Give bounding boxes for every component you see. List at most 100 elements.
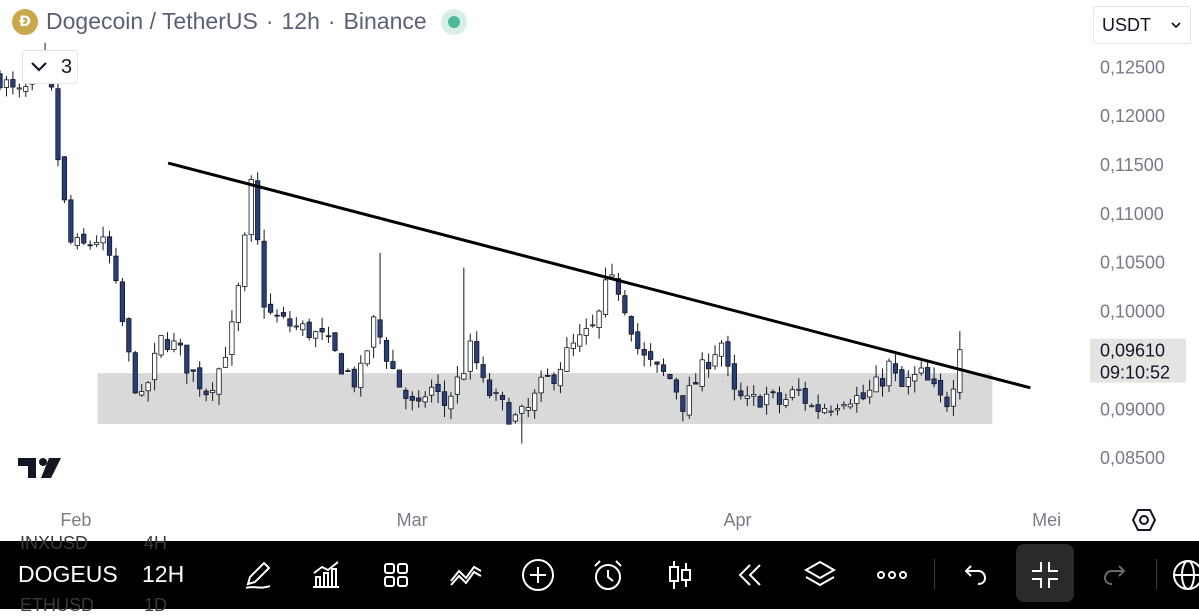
candle[interactable] — [635, 331, 641, 349]
candle[interactable] — [332, 332, 338, 351]
candle[interactable] — [718, 342, 725, 357]
candle[interactable] — [564, 347, 570, 372]
candlestick-type-icon[interactable] — [662, 557, 698, 593]
currency-selector[interactable]: USDT — [1093, 6, 1191, 44]
candle[interactable] — [158, 335, 164, 356]
candle[interactable] — [106, 236, 113, 256]
candle[interactable] — [364, 350, 370, 365]
candle[interactable] — [892, 363, 899, 374]
candle[interactable] — [139, 391, 145, 396]
collapse-fullscreen-icon[interactable] — [1027, 557, 1063, 593]
candle[interactable] — [184, 344, 190, 374]
candle[interactable] — [802, 388, 808, 404]
candle[interactable] — [132, 352, 138, 394]
candle[interactable] — [145, 382, 151, 392]
candle[interactable] — [209, 390, 216, 394]
candle[interactable] — [776, 392, 783, 405]
indicator-toggle[interactable]: 3 — [22, 50, 78, 84]
candle[interactable] — [796, 388, 802, 391]
candle[interactable] — [828, 410, 834, 413]
candle[interactable] — [261, 240, 267, 308]
candle[interactable] — [325, 335, 332, 338]
candle[interactable] — [583, 328, 589, 336]
candle[interactable] — [441, 391, 448, 406]
candle[interactable] — [905, 377, 911, 387]
candle[interactable] — [100, 236, 106, 244]
candle[interactable] — [403, 389, 409, 399]
candle[interactable] — [216, 368, 222, 395]
last-price-label[interactable] — [1090, 338, 1186, 383]
candle[interactable] — [300, 323, 306, 331]
candle[interactable] — [319, 327, 325, 333]
time-axis[interactable]: Feb Mar Apr Mei — [60, 510, 1061, 530]
candle[interactable] — [931, 378, 937, 385]
candle[interactable] — [81, 233, 87, 244]
candle[interactable] — [416, 397, 422, 402]
candle[interactable] — [686, 385, 692, 416]
candle[interactable] — [293, 325, 299, 328]
candle[interactable] — [177, 342, 183, 346]
candle[interactable] — [126, 318, 132, 353]
candle[interactable] — [197, 367, 203, 390]
candle[interactable] — [480, 364, 486, 378]
candle[interactable] — [474, 341, 480, 364]
candle[interactable] — [615, 278, 622, 295]
candle[interactable] — [654, 361, 660, 365]
candle[interactable] — [409, 396, 415, 401]
candle[interactable] — [854, 395, 860, 404]
price-chart[interactable]: 0,12500 0,12000 0,11500 0,11000 0,10500 0,100… — [0, 0, 1199, 541]
candle[interactable] — [23, 86, 29, 92]
candle[interactable] — [712, 354, 718, 367]
candle[interactable] — [789, 389, 795, 398]
candle[interactable] — [519, 406, 525, 414]
interval-label[interactable]: 12h — [281, 8, 320, 34]
candle[interactable] — [377, 319, 383, 338]
add-icon[interactable] — [520, 557, 556, 593]
candle[interactable] — [660, 364, 667, 372]
grid-layout-icon[interactable] — [378, 557, 414, 593]
candle[interactable] — [229, 321, 235, 355]
candle[interactable] — [944, 396, 950, 408]
price-axis[interactable]: 0,12500 0,12000 0,11500 0,11000 0,10500 0,100… — [1090, 57, 1186, 468]
candle[interactable] — [461, 373, 467, 380]
candle[interactable] — [602, 279, 609, 315]
candle[interactable] — [493, 392, 499, 394]
candle[interactable] — [338, 353, 345, 375]
candle[interactable] — [203, 390, 209, 396]
trendline[interactable] — [167, 161, 1031, 390]
candle[interactable] — [486, 379, 493, 396]
candle[interactable] — [912, 374, 918, 382]
candle[interactable] — [544, 374, 551, 377]
candle[interactable] — [525, 407, 531, 411]
candle[interactable] — [235, 285, 241, 323]
candle[interactable] — [152, 352, 158, 381]
candle[interactable] — [171, 340, 177, 350]
candle[interactable] — [867, 389, 873, 398]
candle[interactable] — [274, 314, 280, 317]
candle[interactable] — [164, 339, 171, 350]
candle[interactable] — [119, 281, 125, 322]
replay-rewind-icon[interactable] — [732, 557, 768, 593]
symbol-title[interactable]: Dogecoin / TetherUS — [46, 8, 258, 34]
candle[interactable] — [280, 312, 287, 317]
candle[interactable] — [699, 359, 705, 387]
candle[interactable] — [506, 402, 512, 425]
candle[interactable] — [731, 363, 737, 390]
candle[interactable] — [3, 79, 10, 88]
world-icon[interactable] — [1170, 557, 1199, 593]
gear-icon[interactable] — [1131, 507, 1157, 533]
candle[interactable] — [255, 180, 261, 241]
undo-icon[interactable] — [956, 557, 992, 593]
candle[interactable] — [641, 349, 647, 356]
indicators-icon[interactable] — [308, 557, 344, 593]
candle[interactable] — [429, 386, 435, 396]
candle[interactable] — [454, 376, 460, 395]
candle[interactable] — [918, 367, 924, 374]
candle[interactable] — [345, 370, 351, 372]
candle[interactable] — [190, 369, 196, 372]
symbol-selector[interactable]: DOGEUS — [18, 561, 118, 587]
support-zone[interactable] — [97, 373, 993, 424]
candle[interactable] — [770, 391, 776, 394]
candle[interactable] — [222, 356, 229, 368]
candle[interactable] — [834, 408, 841, 411]
